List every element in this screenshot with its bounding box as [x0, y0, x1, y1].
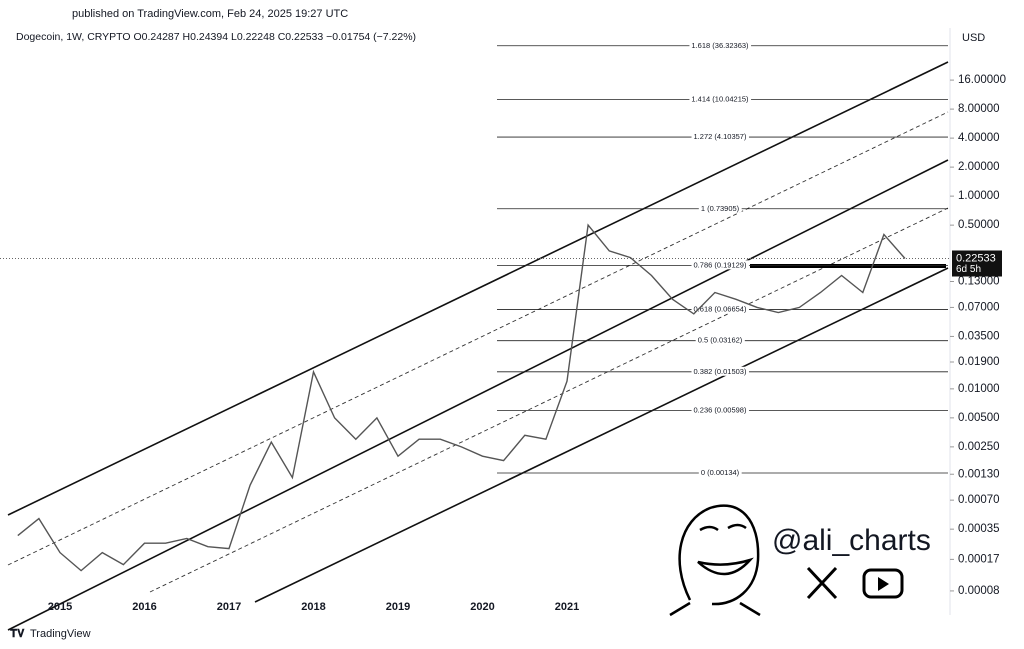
- fib-label-bg: [691, 405, 749, 415]
- y-tick-label: 0.00070: [958, 494, 1000, 506]
- fib-label-bg: [691, 132, 749, 142]
- yt-play: [878, 577, 889, 591]
- y-tick-label: 2.00000: [958, 161, 1000, 173]
- y-tick-label: 0.00250: [958, 441, 1000, 453]
- y-tick-label: 8.00000: [958, 103, 1000, 115]
- face-outline: [678, 504, 760, 606]
- fib-label-bg: [691, 366, 749, 376]
- y-tick-label: 0.07000: [958, 301, 1000, 313]
- fib-label-bg: [689, 40, 752, 50]
- channel-lower: [254, 267, 949, 603]
- y-tick-label: 0.00008: [958, 585, 1000, 597]
- fib-label-bg: [691, 260, 749, 270]
- fib-label: 0.236 (0.00598): [694, 405, 747, 414]
- countdown: 6d 5h: [956, 264, 981, 275]
- published-note: published on TradingView.com, Feb 24, 20…: [72, 8, 348, 20]
- fib-label: 1 (0.73905): [701, 204, 740, 213]
- x-tick-label: 2021: [555, 601, 579, 613]
- channel: [7, 61, 949, 631]
- fib-label: 0.786 (0.19129): [694, 260, 747, 269]
- last-price-label: 0.22533: [956, 252, 996, 264]
- x-tick-label: 2017: [217, 601, 241, 613]
- x-icon: [806, 566, 838, 600]
- fib-label: 1.618 (36.32363): [691, 41, 749, 50]
- y-tick-label: 0.00035: [958, 523, 1000, 535]
- fib-label-bg: [691, 304, 749, 314]
- channel-upper: [7, 61, 949, 516]
- fib-label-bg: [698, 467, 742, 477]
- channel-middle: [7, 159, 949, 631]
- yt-frame: [862, 568, 904, 599]
- y-tick-label: 0.13000: [958, 276, 1000, 288]
- neck: [669, 601, 761, 617]
- last-price-box: [952, 250, 1002, 277]
- fib-label: 1.272 (4.10357): [694, 132, 747, 141]
- y-tick-label: 0.01000: [958, 383, 1000, 395]
- plot: 16.00000 8.00000 4.00000 2.00000 1.00000 0.50…: [0, 40, 1006, 613]
- y-tick-label: 0.01900: [958, 356, 1000, 368]
- fib-label: 0 (0.00134): [701, 468, 740, 477]
- price-line: [17, 223, 906, 572]
- y-tick-label: 1.00000: [958, 190, 1000, 202]
- handle: @ali_charts: [772, 524, 931, 557]
- y-tick-label: 0.00500: [958, 412, 1000, 424]
- youtube-icon: [862, 568, 904, 599]
- y-tick-label: 0.03500: [958, 330, 1000, 342]
- fib-label: 1.414 (10.04215): [691, 95, 749, 104]
- tv-logo: 𝐓𝐕: [10, 628, 25, 640]
- x-tick-label: 2016: [132, 601, 156, 613]
- channel-dashed-upper: [7, 111, 949, 566]
- fib-label: 0.382 (0.01503): [694, 367, 747, 376]
- fib-label: 0.618 (0.06654): [694, 305, 747, 314]
- x-stroke: [806, 566, 838, 600]
- channel-dashed: [7, 111, 949, 593]
- y-tick-label: 0.00130: [958, 468, 1000, 480]
- fib-label-bg: [695, 335, 745, 345]
- x-tick-label: 2015: [48, 601, 72, 613]
- x-tick-label: 2019: [386, 601, 410, 613]
- brand: TradingView: [30, 628, 91, 640]
- avatar: [669, 504, 761, 617]
- currency: USD: [962, 32, 985, 44]
- symbol-info: Dogecoin, 1W, CRYPTO O0.24287 H0.24394 L…: [16, 31, 416, 43]
- fib-label-bg: [698, 203, 742, 213]
- fib-label: 0.5 (0.03162): [698, 336, 743, 345]
- channel-dashed-lower: [149, 207, 949, 593]
- eyes: [699, 523, 747, 532]
- x-tick-label: 2018: [301, 601, 325, 613]
- x-tick-label: 2020: [470, 601, 494, 613]
- y-tick-label: 0.00017: [958, 553, 1000, 565]
- grin: [697, 557, 754, 576]
- y-tick-label: 0.50000: [958, 219, 1000, 231]
- fib-label-bg: [689, 94, 752, 104]
- y-tick-label: 16.00000: [958, 74, 1006, 86]
- y-tick-label: 4.00000: [958, 132, 1000, 144]
